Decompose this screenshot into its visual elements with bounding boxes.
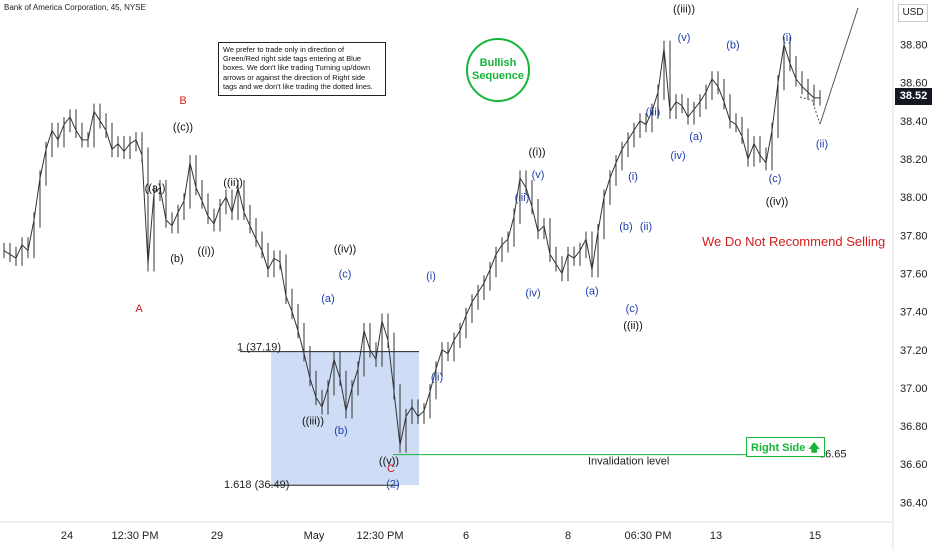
x-tick-label: 6: [463, 530, 469, 542]
wave-label: (b): [619, 221, 632, 233]
wave-label: A: [135, 303, 143, 315]
wave-label: (iii): [646, 106, 661, 118]
y-tick-label: 37.60: [900, 268, 928, 280]
x-tick-label: May: [304, 530, 325, 542]
wave-label: (a): [321, 293, 334, 305]
wave-labels: A B ((c)) ((a)) (b) ((i)) ((ii)) (a) ((iv)) (c) ((…: [135, 3, 828, 490]
wave-label: ((iv)): [334, 244, 357, 256]
x-axis: 24 12:30 PM 29 May 12:30 PM 6 8 06:30 PM 13 15: [61, 530, 821, 542]
wave-label: (i): [426, 270, 436, 282]
wave-label: ((iii)): [673, 3, 695, 15]
y-tick-label: 36.60: [900, 459, 928, 471]
y-tick-label: 38.20: [900, 154, 928, 166]
right-side-tag: Right Side 🡅: [746, 437, 825, 457]
x-tick-label: 8: [565, 530, 571, 542]
wave-label: (i): [628, 171, 638, 183]
wave-label: (a): [689, 131, 702, 143]
y-tick-label: 38.00: [900, 192, 928, 204]
trading-note: We prefer to trade only in direction of …: [218, 42, 386, 96]
wave-label: (a): [585, 286, 598, 298]
x-tick-label: 12:30 PM: [356, 530, 403, 542]
y-tick-label: 37.80: [900, 230, 928, 242]
fib-1618-label: 1.618 (36.49): [224, 479, 289, 491]
wave-label: ((i)): [197, 246, 214, 258]
wave-label: ((v)): [379, 455, 399, 467]
wave-label: (v): [678, 32, 691, 44]
y-tick-label: 37.20: [900, 345, 928, 357]
chart-title: Bank of America Corporation, 45, NYSE: [4, 3, 146, 12]
wave-label: (b): [726, 40, 739, 52]
invalidation-label: Invalidation level: [588, 456, 669, 468]
y-tick-label: 38.40: [900, 116, 928, 128]
wave-label: ((iv)): [766, 196, 789, 208]
wave-label: (iii): [515, 192, 530, 204]
price-series-line: [3, 44, 820, 446]
wave-label: (i): [782, 32, 792, 44]
wave-label: (iv): [525, 288, 540, 300]
bullish-line1: Bullish: [479, 57, 517, 69]
wave-label: ((i)): [528, 146, 545, 158]
wave-label: (ii): [640, 221, 652, 233]
wave-label: (c): [339, 268, 352, 280]
bullish-sequence-badge: Bullish Sequence: [466, 38, 530, 102]
y-tick-label: 37.00: [900, 383, 928, 395]
wave-label: ((iii)): [302, 415, 324, 427]
wave-label: ((c)): [173, 122, 193, 134]
x-tick-label: 29: [211, 530, 223, 542]
wave-label: (c): [769, 173, 782, 185]
y-tick-label: 36.80: [900, 421, 928, 433]
wave-label: ((ii)): [223, 177, 243, 189]
y-tick-label: 38.60: [900, 78, 928, 90]
bullish-line2: Sequence: [472, 70, 524, 82]
wave-label: (ii): [816, 139, 828, 151]
wave-label: ((ii)): [623, 320, 643, 332]
wave-label: (b): [334, 425, 347, 437]
no-sell-warning: We Do Not Recommend Selling: [702, 234, 886, 249]
x-tick-label: 12:30 PM: [111, 530, 158, 542]
x-tick-label: 24: [61, 530, 73, 542]
wave-label: ((a)): [145, 183, 166, 195]
y-tick-label: 36.40: [900, 497, 928, 509]
y-tick-label: 37.40: [900, 307, 928, 319]
x-tick-label: 13: [710, 530, 722, 542]
wave-label: C: [387, 463, 395, 475]
projection-dashed-line: [799, 96, 821, 125]
wave-label: (c): [626, 303, 639, 315]
arrow-up-icon: 🡅: [808, 442, 820, 454]
current-price-tag: 38.52: [895, 88, 932, 105]
x-tick-label: 06:30 PM: [624, 530, 671, 542]
currency-button[interactable]: USD: [898, 4, 928, 22]
wave-label: (b): [170, 253, 183, 265]
wave-label: B: [179, 95, 186, 107]
y-tick-label: 38.80: [900, 40, 928, 52]
invalidation-value: 36.65: [819, 449, 847, 461]
wave-label: (ii): [431, 371, 443, 383]
wave-label: (iv): [670, 150, 685, 162]
y-axis: 38.80 38.60 38.40 38.20 38.00 37.80 37.60 37.40…: [900, 40, 928, 510]
right-side-label: Right Side: [751, 442, 806, 454]
projection-arrow-line: [819, 7, 859, 125]
x-tick-label: 15: [809, 530, 821, 542]
fib-1-label: 1 (37.19): [237, 342, 281, 354]
wave-label: (2): [386, 478, 399, 490]
wave-label: (v): [532, 169, 545, 181]
